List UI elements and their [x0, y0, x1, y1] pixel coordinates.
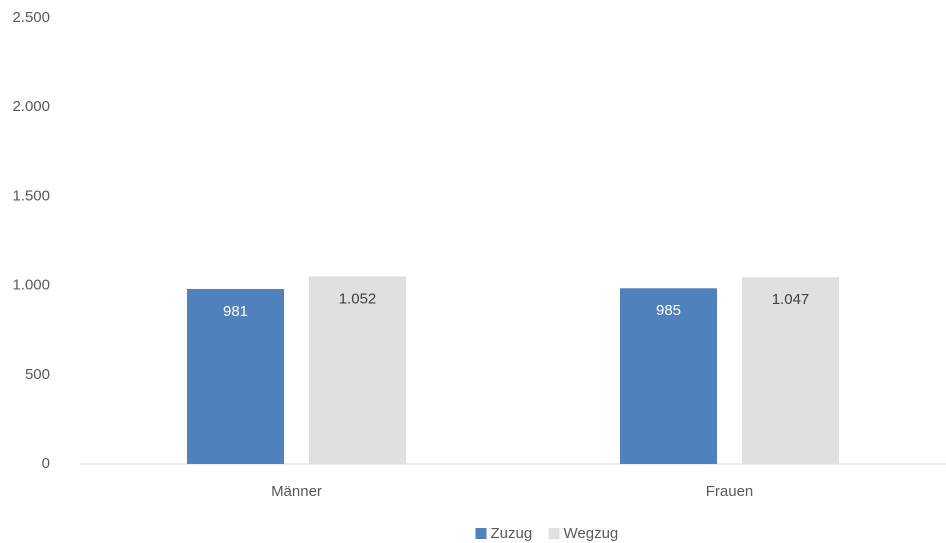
data-label: 1.052: [339, 290, 377, 307]
data-label: 1.047: [772, 291, 810, 308]
bar: [742, 277, 839, 464]
legend-swatch: [475, 528, 487, 539]
data-label: 981: [223, 303, 248, 320]
bar: [309, 276, 406, 464]
y-tick-label: 1.000: [12, 277, 50, 294]
legend-label: Wegzug: [564, 525, 619, 542]
legend-swatch: [548, 528, 560, 539]
legend-label: Zuzug: [491, 525, 533, 542]
y-tick-label: 500: [25, 366, 50, 383]
y-tick-label: 2.500: [12, 9, 50, 26]
y-tick-label: 0: [42, 455, 50, 472]
y-tick-label: 1.500: [12, 187, 50, 204]
x-tick-label: Männer: [271, 483, 322, 500]
y-tick-label: 2.000: [12, 98, 50, 115]
data-label: 985: [656, 302, 681, 319]
bar: [620, 288, 717, 464]
x-tick-label: Frauen: [706, 483, 754, 500]
bar: [187, 288, 284, 464]
